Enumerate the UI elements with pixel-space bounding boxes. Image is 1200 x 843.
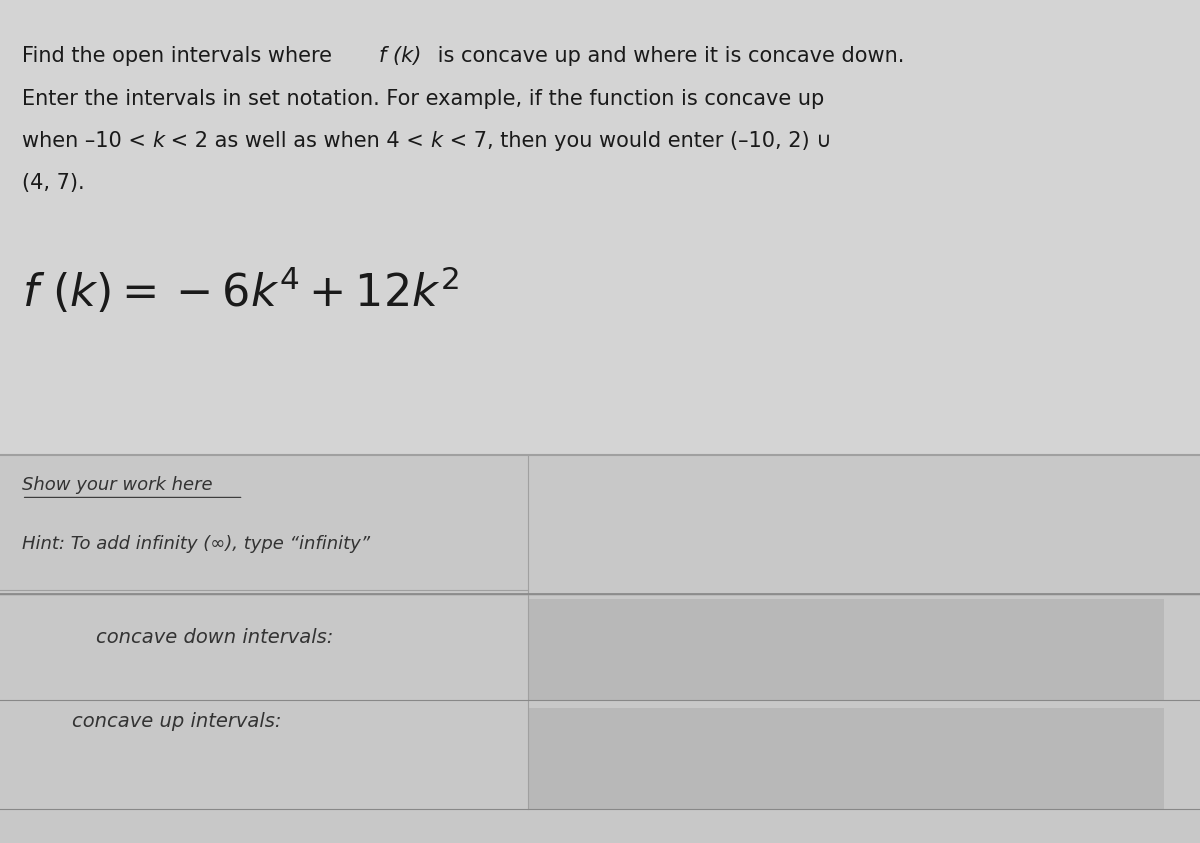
- Text: < 2 as well as when 4 <: < 2 as well as when 4 <: [164, 131, 431, 151]
- FancyBboxPatch shape: [0, 0, 1200, 455]
- Text: k: k: [431, 131, 443, 151]
- Text: Enter the intervals in set notation. For example, if the function is concave up: Enter the intervals in set notation. For…: [22, 89, 824, 109]
- Text: concave down intervals:: concave down intervals:: [96, 628, 334, 647]
- Text: when –10 <: when –10 <: [22, 131, 152, 151]
- Text: < 7, then you would enter (–10, 2) ∪: < 7, then you would enter (–10, 2) ∪: [443, 131, 832, 151]
- Text: Hint: To add infinity (∞), type “infinity”: Hint: To add infinity (∞), type “infinit…: [22, 535, 370, 553]
- Text: Show your work here: Show your work here: [22, 476, 212, 494]
- FancyBboxPatch shape: [528, 708, 1164, 809]
- Text: Show your work here: Show your work here: [22, 476, 212, 494]
- Text: (4, 7).: (4, 7).: [22, 173, 84, 193]
- FancyBboxPatch shape: [528, 599, 1164, 700]
- Text: is concave up and where it is concave down.: is concave up and where it is concave do…: [431, 46, 904, 67]
- Text: Find the open intervals where: Find the open intervals where: [22, 46, 338, 67]
- FancyBboxPatch shape: [0, 455, 1200, 843]
- Text: concave up intervals:: concave up intervals:: [72, 712, 282, 732]
- Text: k: k: [152, 131, 164, 151]
- Text: f (k): f (k): [379, 46, 421, 67]
- Text: $f\ (k) = -6k^4 + 12k^2$: $f\ (k) = -6k^4 + 12k^2$: [22, 266, 458, 316]
